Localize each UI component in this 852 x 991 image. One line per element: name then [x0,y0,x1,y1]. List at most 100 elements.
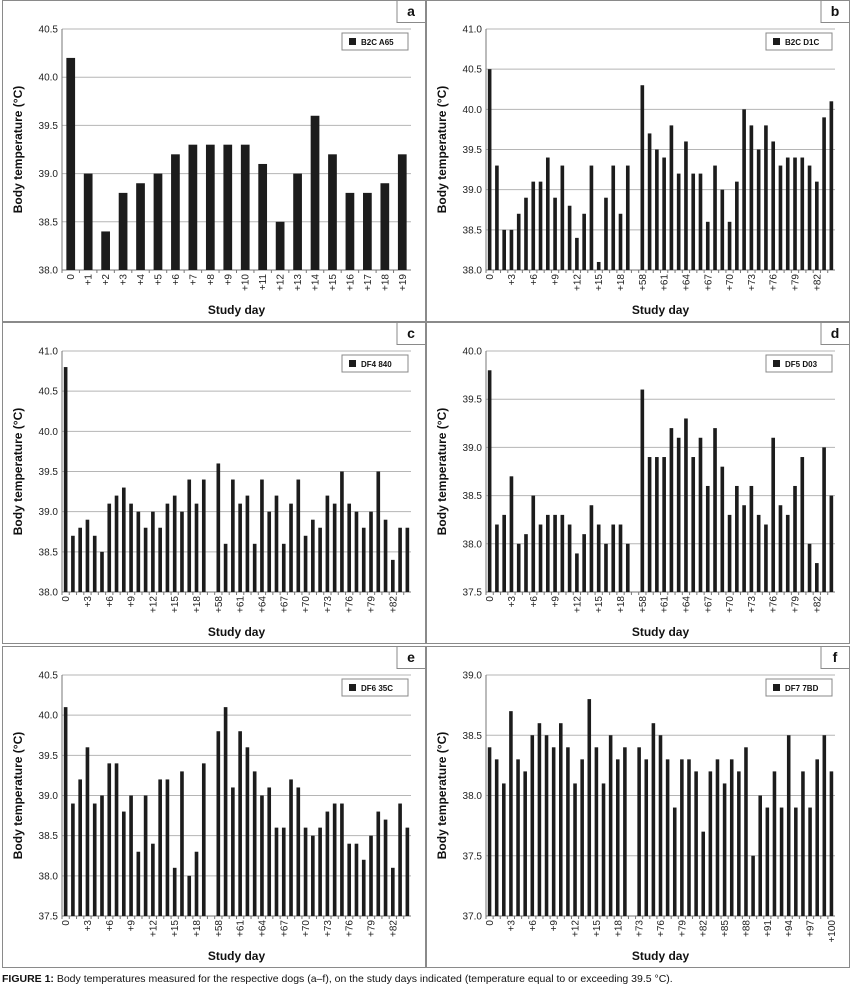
panel-letter: e [407,649,415,665]
bar [100,551,104,592]
y-tick-label: 41.0 [463,25,483,36]
bar [303,827,308,916]
bar [553,197,557,270]
bar [694,771,698,916]
bar [523,771,527,916]
x-tick-label: +64 [681,274,692,291]
bar [238,731,242,916]
x-tick-label: +6 [105,596,116,608]
x-tick-label: +12 [572,596,583,613]
panel-letter: a [407,3,415,19]
y-tick-label: 37.5 [463,588,483,599]
bar [727,514,732,592]
bar [793,157,797,270]
y-tick-label: 39.0 [463,443,483,454]
bar [83,173,93,270]
x-tick-label: +85 [720,920,731,937]
y-tick-label: 38.0 [39,871,59,882]
y-axis-title: Body temperature (°C) [11,86,25,213]
x-tick-label: 0 [61,920,72,926]
bar [720,189,725,270]
y-tick-label: 38.0 [39,266,59,277]
bar [785,514,790,592]
bar [340,471,344,592]
x-tick-label: +19 [398,274,409,291]
bar [647,457,652,592]
x-tick-label: +12 [148,920,159,937]
bar [829,101,834,270]
y-tick-label: 41.0 [39,347,59,358]
bar [194,503,199,592]
bar [92,535,97,592]
x-tick-label: +73 [747,274,758,291]
x-tick-label: +6 [529,274,540,286]
panel-letter-box [820,322,850,345]
y-tick-label: 39.0 [39,507,59,518]
bar [637,747,641,916]
x-tick-label: +82 [812,596,823,613]
y-tick-label: 39.0 [39,169,59,180]
bar [158,779,162,916]
x-tick-label: +67 [279,920,290,937]
bar [567,205,572,270]
bar [742,109,746,270]
bar [538,181,543,270]
panel-letter: b [831,3,840,19]
panel-letter-box [820,0,850,23]
bar [596,524,601,592]
bar [516,759,520,916]
bar [494,759,499,916]
panel-a: a 38.0 38.5 39.0 39.5 40.0 40.5 0 +1 +2 +3 +4 +5 +6 +7… [2,0,426,322]
x-tick-label: +15 [328,274,339,291]
x-tick-label: +64 [257,596,268,613]
bar [354,511,359,592]
bar [187,479,192,592]
bar [136,511,141,592]
bar [829,495,834,592]
x-tick-label: 0 [485,920,496,926]
y-tick-label: 39.5 [39,467,59,478]
bar [604,543,608,592]
x-tick-label: +3 [83,596,94,608]
y-tick-label: 38.5 [39,217,59,228]
x-tick-label: +88 [741,920,752,937]
x-tick-label: +76 [656,920,667,937]
legend [765,32,833,51]
x-axis-title: Study day [208,303,266,317]
bar [785,157,790,270]
bar [361,527,366,592]
y-tick-label: 40.0 [463,347,483,358]
bar [376,811,381,916]
x-tick-label: +17 [363,274,374,291]
bar [391,867,395,916]
bar [705,485,710,592]
x-tick-label: +82 [812,274,823,291]
bar [240,144,250,270]
bar [793,485,797,592]
bar [713,165,717,270]
bar [107,503,112,592]
bar [735,485,739,592]
x-tick-label: +79 [367,596,378,613]
bar [611,524,616,592]
bar [318,527,322,592]
bar [764,125,768,271]
bar [101,231,110,270]
bar [800,157,805,270]
x-tick-label: +18 [192,596,203,613]
x-tick-label: +5 [153,274,164,286]
legend [765,354,833,373]
x-tick-label: +100 [827,920,838,943]
bar [778,165,783,270]
bar [687,759,691,916]
bar [275,221,285,270]
legend-swatch [349,360,356,367]
bar [347,843,352,916]
bar [369,511,373,592]
y-axis-title: Body temperature (°C) [11,732,25,859]
x-tick-label: +82 [388,920,399,937]
figure-grid: a 38.0 38.5 39.0 39.5 40.0 40.5 0 +1 +2 +3 +4 +5 +6 +7… [2,0,850,968]
bar [772,771,777,916]
bar [559,723,563,916]
bar [487,370,492,592]
